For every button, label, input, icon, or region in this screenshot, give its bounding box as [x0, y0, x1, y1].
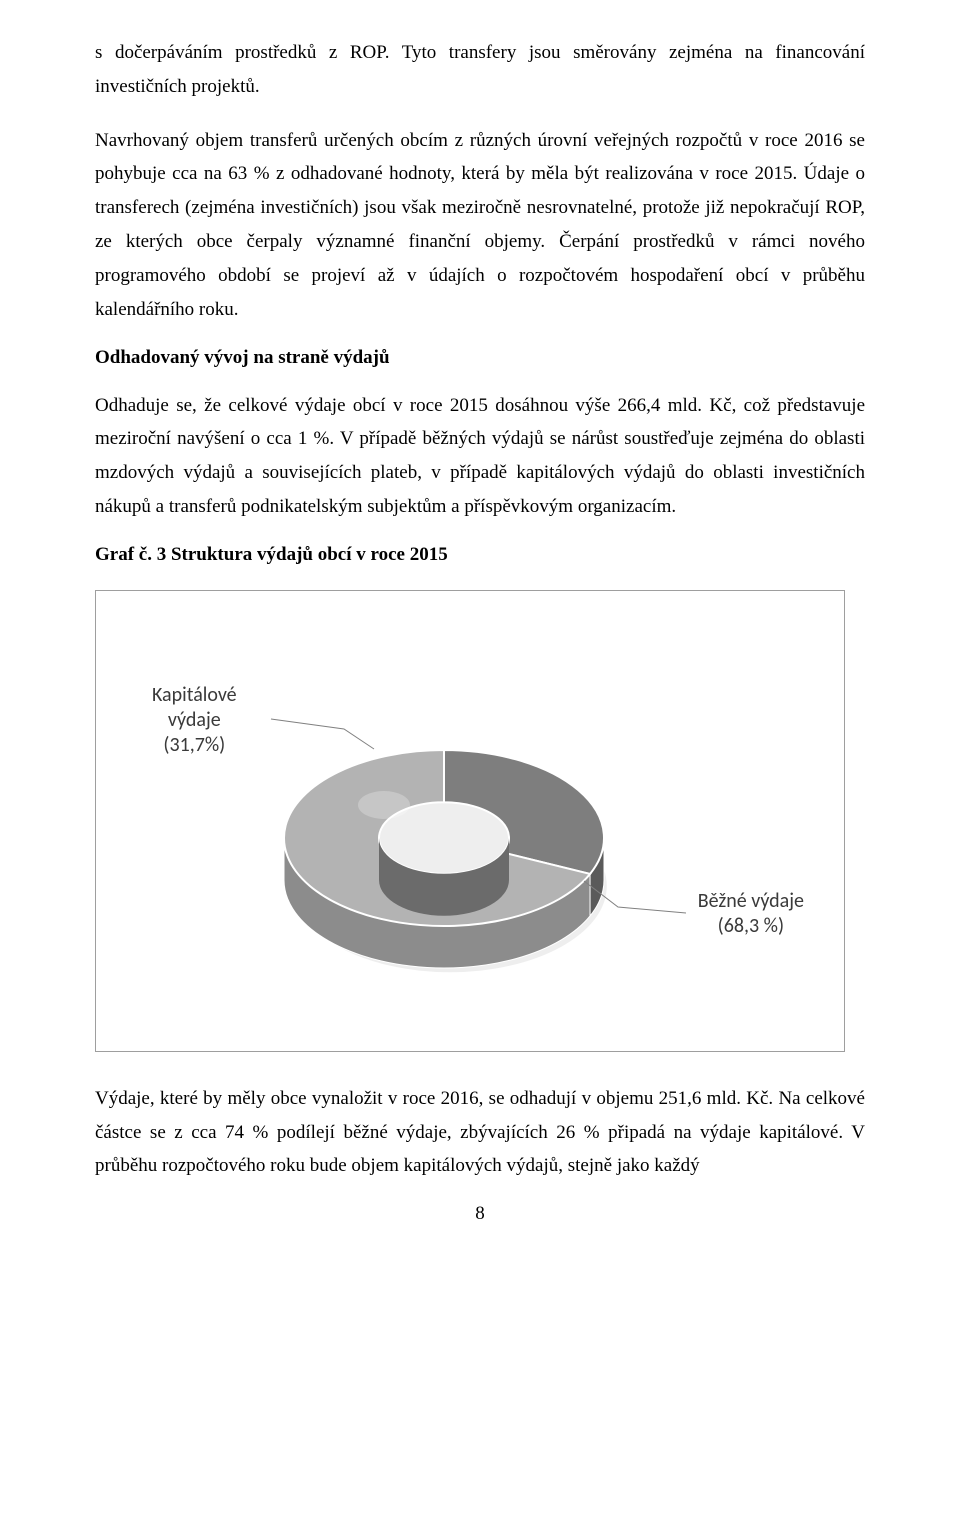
donut-chart-container: Kapitálové výdaje (31,7%) Běžné výdaje (…	[95, 590, 845, 1052]
document-page: s dočerpáváním prostředků z ROP. Tyto tr…	[0, 0, 960, 1265]
paragraph-1: s dočerpáváním prostředků z ROP. Tyto tr…	[95, 36, 865, 104]
paragraph-4: Výdaje, které by měly obce vynaložit v r…	[95, 1082, 865, 1183]
chart-label-pct: (68,3 %)	[698, 914, 804, 939]
chart-label-text: výdaje	[152, 708, 237, 733]
chart-label-pct: (31,7%)	[152, 733, 237, 758]
paragraph-3: Odhaduje se, že celkové výdaje obcí v ro…	[95, 389, 865, 524]
chart-label-text: Kapitálové	[152, 683, 237, 708]
section-heading: Odhadovaný vývoj na straně výdajů	[95, 347, 865, 369]
paragraph-2: Navrhovaný objem transferů určených obcí…	[95, 124, 865, 327]
chart-label-kapitalove: Kapitálové výdaje (31,7%)	[152, 683, 237, 758]
chart-title: Graf č. 3 Struktura výdajů obcí v roce 2…	[95, 544, 865, 566]
page-number: 8	[95, 1203, 865, 1225]
chart-leader-lines	[96, 591, 844, 1051]
chart-label-text: Běžné výdaje	[698, 889, 804, 914]
chart-label-bezne: Běžné výdaje (68,3 %)	[698, 889, 804, 939]
